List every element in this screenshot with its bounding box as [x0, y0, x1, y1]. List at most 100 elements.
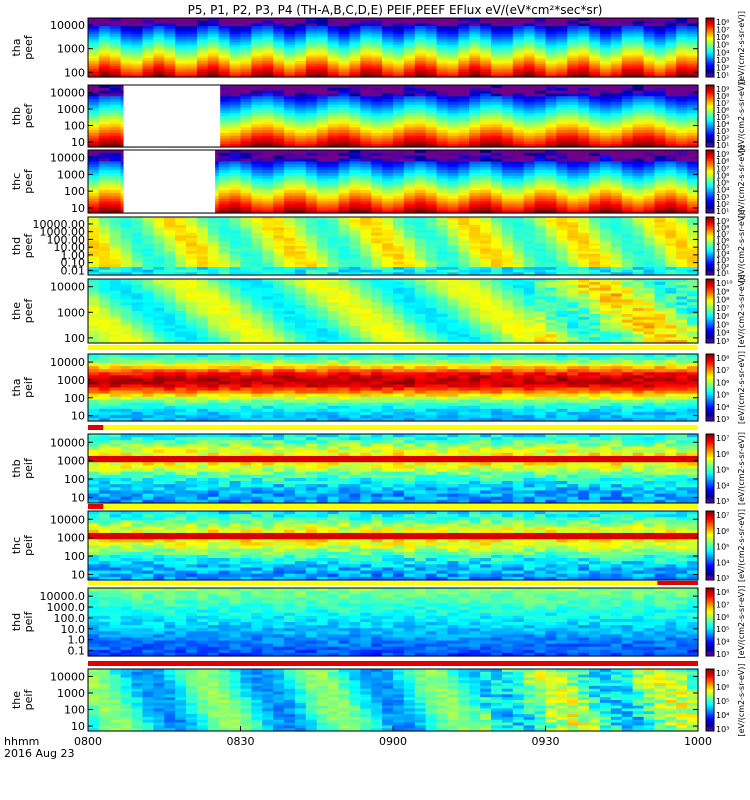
heatmap-cell: [469, 63, 481, 67]
heatmap-cell: [98, 34, 111, 38]
heatmap-cell: [120, 50, 133, 54]
heatmap-cell: [284, 47, 296, 51]
heatmap-cell: [88, 20, 100, 24]
heatmap-cell: [175, 63, 187, 67]
heatmap-cell: [294, 26, 307, 30]
heatmap-cell: [316, 68, 329, 73]
heatmap-cell: [501, 60, 514, 65]
heatmap-cell: [480, 44, 492, 49]
heatmap-cell: [425, 44, 438, 49]
heatmap-cell: [371, 50, 383, 54]
heatmap-cell: [229, 31, 242, 35]
heatmap-cell: [436, 58, 449, 62]
heatmap-cell: [382, 52, 394, 57]
heatmap-cell: [142, 42, 154, 46]
heatmap-cell: [142, 44, 154, 49]
heatmap-cell: [98, 26, 111, 30]
heatmap-cell: [294, 28, 307, 33]
heatmap-cell: [480, 42, 492, 46]
heatmap-cell: [262, 28, 274, 33]
heatmap-cell: [284, 42, 296, 46]
heatmap-cell: [371, 63, 383, 67]
heatmap-cell: [186, 60, 198, 65]
heatmap-cell: [251, 18, 263, 22]
heatmap-cell: [501, 68, 514, 73]
heatmap-cell: [371, 18, 383, 22]
heatmap-cell: [480, 63, 492, 67]
heatmap-cells: [88, 217, 699, 276]
heatmap-cell: [349, 23, 361, 27]
heatmap-cell: [98, 66, 111, 70]
heatmap-cell: [469, 23, 481, 27]
heatmap-cell: [436, 47, 449, 51]
heatmap-cell: [382, 44, 394, 49]
heatmap-cell: [316, 39, 329, 43]
heatmap-cell: [371, 68, 383, 73]
heatmap-cell: [284, 26, 296, 30]
y-tick-label: 100: [64, 120, 85, 133]
heatmap-cell: [142, 74, 154, 78]
heatmap-cell: [175, 68, 187, 73]
heatmap-cell: [218, 28, 231, 33]
heatmap-cell: [207, 66, 220, 70]
heatmap-cell: [164, 60, 176, 65]
heatmap-cell: [153, 60, 165, 65]
heatmap-cell: [196, 26, 209, 30]
heatmap-cell: [262, 23, 274, 27]
heatmap-cell: [186, 55, 198, 59]
heatmap-cell: [175, 74, 187, 78]
heatmap-cell: [120, 44, 133, 49]
heatmap-cell: [207, 71, 220, 75]
heatmap-cell: [458, 47, 470, 51]
heatmap-cell: [98, 63, 111, 67]
heatmap-cell: [251, 52, 263, 57]
heatmap-cell: [294, 42, 307, 46]
heatmap-cell: [98, 68, 111, 73]
heatmap-cell: [371, 74, 383, 78]
heatmap-cell: [142, 28, 154, 33]
heatmap-cell: [186, 71, 198, 75]
heatmap-cell: [316, 74, 329, 78]
heatmap-cell: [414, 74, 427, 78]
heatmap-cell: [349, 18, 361, 22]
heatmap-cell: [382, 58, 394, 62]
heatmap-cell: [207, 31, 220, 35]
heatmap-cell: [512, 36, 525, 41]
heatmap-cell: [131, 68, 144, 73]
heatmap-cell: [175, 58, 187, 62]
heatmap-cell: [164, 47, 176, 51]
heatmap-cell: [142, 50, 154, 54]
heatmap-cell: [327, 39, 340, 43]
heatmap-cell: [262, 55, 274, 59]
heatmap-cell: [186, 52, 198, 57]
heatmap-cell: [240, 74, 252, 78]
heatmap-cell: [262, 42, 274, 46]
heatmap-cell: [447, 71, 459, 75]
heatmap-cell: [207, 34, 220, 38]
heatmap-cell: [262, 71, 274, 75]
heatmap-cell: [458, 55, 470, 59]
heatmap-cell: [458, 44, 470, 49]
heatmap-cell: [327, 50, 340, 54]
heatmap-cell: [305, 23, 318, 27]
heatmap-cell: [480, 68, 492, 73]
heatmap-cell: [491, 36, 503, 41]
heatmap-cell: [360, 44, 372, 49]
heatmap-cell: [109, 66, 122, 70]
heatmap-cell: [327, 18, 340, 22]
heatmap-cell: [218, 60, 231, 65]
heatmap-cell: [273, 71, 285, 75]
heatmap-cell: [207, 20, 220, 24]
heatmap-cell: [393, 68, 405, 73]
heatmap-cell: [88, 58, 100, 62]
heatmap-cell: [316, 52, 329, 57]
heatmap-cell: [393, 52, 405, 57]
heatmap-cell: [294, 52, 307, 57]
heatmap-cell: [501, 18, 514, 22]
heatmap-cell: [480, 47, 492, 51]
heatmap-cell: [294, 58, 307, 62]
heatmap-cell: [305, 52, 318, 57]
heatmap-cell: [153, 39, 165, 43]
heatmap-cell: [360, 26, 372, 30]
heatmap-cell: [403, 20, 416, 24]
